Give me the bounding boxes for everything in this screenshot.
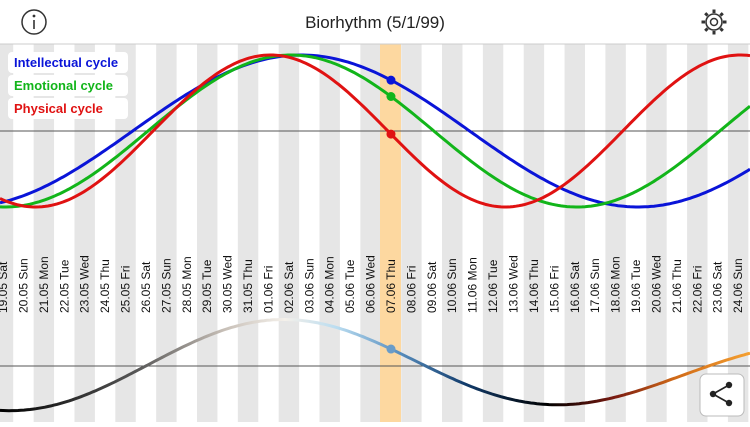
day-stripe (74, 44, 95, 422)
cycle-curve (0, 53, 750, 209)
date-label: 26.05 Sat (139, 261, 153, 313)
date-label: 25.05 Fri (119, 266, 133, 313)
day-stripe (442, 44, 463, 422)
day-stripe (197, 44, 218, 422)
date-label: 18.06 Mon (609, 256, 623, 313)
date-label: 20.05 Sun (16, 258, 30, 313)
date-label: 28.05 Mon (180, 256, 194, 313)
date-label: 06.06 Wed (364, 255, 378, 313)
today-dot (386, 129, 396, 139)
date-label: 05.06 Tue (343, 259, 357, 313)
date-label: 08.06 Fri (404, 266, 418, 313)
date-label: 14.06 Thu (527, 259, 541, 313)
day-stripe (360, 44, 381, 422)
day-stripe (237, 44, 259, 422)
day-stripe (278, 44, 300, 422)
day-stripe (156, 44, 177, 422)
date-label: 07.06 Thu (384, 259, 398, 313)
settings-button[interactable] (701, 9, 727, 35)
day-stripe (687, 44, 708, 422)
date-label: 04.06 Mon (323, 256, 337, 313)
date-label: 31.05 Thu (241, 259, 255, 313)
date-label: 27.05 Sun (159, 258, 173, 313)
day-stripe (319, 44, 340, 422)
legend-box (8, 52, 128, 73)
date-label: 29.05 Tue (200, 259, 214, 313)
date-label: 24.06 Sun (731, 258, 745, 313)
info-button[interactable] (21, 9, 47, 35)
day-stripe (482, 44, 504, 422)
date-label: 16.06 Sat (568, 261, 582, 313)
date-label: 23.05 Wed (78, 255, 92, 313)
nav-bar (0, 0, 750, 44)
date-label: 11.06 Mon (466, 257, 480, 313)
date-label: 22.06 Fri (690, 266, 704, 313)
date-label: 30.05 Wed (221, 255, 235, 313)
date-label: 20.06 Wed (649, 255, 663, 313)
cycle-curve (0, 53, 750, 209)
day-stripe (605, 44, 626, 422)
day-stripe (564, 44, 585, 422)
legend-label: Intellectual cycle (14, 55, 118, 70)
day-stripe (33, 44, 55, 422)
date-label: 17.06 Sun (588, 258, 602, 313)
date-label: 15.06 Fri (547, 266, 561, 313)
day-stripe (401, 44, 422, 422)
title: Biorhythm (5/1/99) (305, 13, 445, 32)
date-label: 24.05 Thu (98, 259, 112, 313)
date-label: 12.06 Tue (486, 259, 500, 313)
today-dot (386, 91, 396, 101)
legend-box (8, 98, 128, 119)
date-label: 22.05 Tue (57, 259, 71, 313)
day-stripe (727, 44, 749, 422)
legend-label: Emotional cycle (14, 78, 113, 93)
today-dot (386, 75, 396, 85)
day-stripe (646, 44, 667, 422)
day-stripe (523, 44, 545, 422)
cycle-curve (0, 53, 750, 209)
date-label: 13.06 Wed (507, 255, 521, 313)
date-label: 01.06 Fri (261, 266, 275, 313)
share-button[interactable] (699, 373, 745, 417)
date-label: 02.06 Sat (282, 261, 296, 313)
date-label: 09.06 Sat (425, 261, 439, 313)
legend-label: Physical cycle (14, 101, 103, 116)
date-label: 10.06 Sun (445, 258, 459, 313)
date-label: 19.05 Sat (0, 261, 10, 313)
date-label: 03.06 Sun (302, 258, 316, 313)
legend-box (8, 75, 128, 96)
date-label: 21.05 Mon (37, 256, 51, 313)
combined-curve (0, 318, 750, 413)
date-label: 19.06 Tue (629, 259, 643, 313)
date-label: 21.06 Thu (670, 259, 684, 313)
date-label: 23.06 Sat (711, 261, 725, 313)
day-stripe (0, 44, 14, 422)
today-dot (386, 344, 396, 354)
